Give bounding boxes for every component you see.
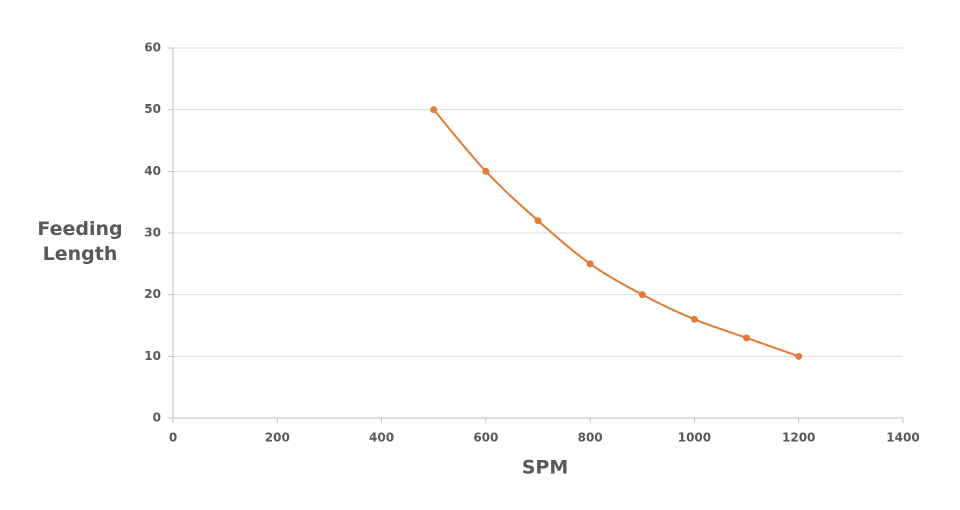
point	[586, 260, 594, 268]
x-tick-label: 800	[578, 431, 603, 445]
x-axis-title: SPM	[522, 457, 569, 479]
y-tick-label: 10	[144, 349, 161, 363]
point	[482, 167, 490, 175]
x-tick-label: 400	[369, 431, 394, 445]
y-tick-label: 40	[144, 164, 161, 178]
point	[690, 315, 698, 323]
x-tick-label: 1000	[678, 431, 711, 445]
point	[795, 352, 803, 360]
y-tick-label: 60	[144, 41, 161, 55]
point	[430, 106, 438, 114]
y-tick-label: 30	[144, 226, 161, 240]
y-axis-title: Feeding Length	[37, 218, 123, 265]
y-tick-label: 50	[144, 102, 161, 116]
point	[743, 334, 751, 342]
x-tick-label: 1400	[886, 431, 919, 445]
x-tick-label: 1200	[782, 431, 815, 445]
x-tick-label: 0	[169, 431, 177, 445]
point	[534, 217, 542, 225]
y-tick-label: 20	[144, 287, 161, 301]
y-tick-label: 0	[153, 411, 161, 425]
point	[638, 291, 646, 299]
x-tick-label: 600	[473, 431, 498, 445]
x-tick-label: 200	[265, 431, 290, 445]
